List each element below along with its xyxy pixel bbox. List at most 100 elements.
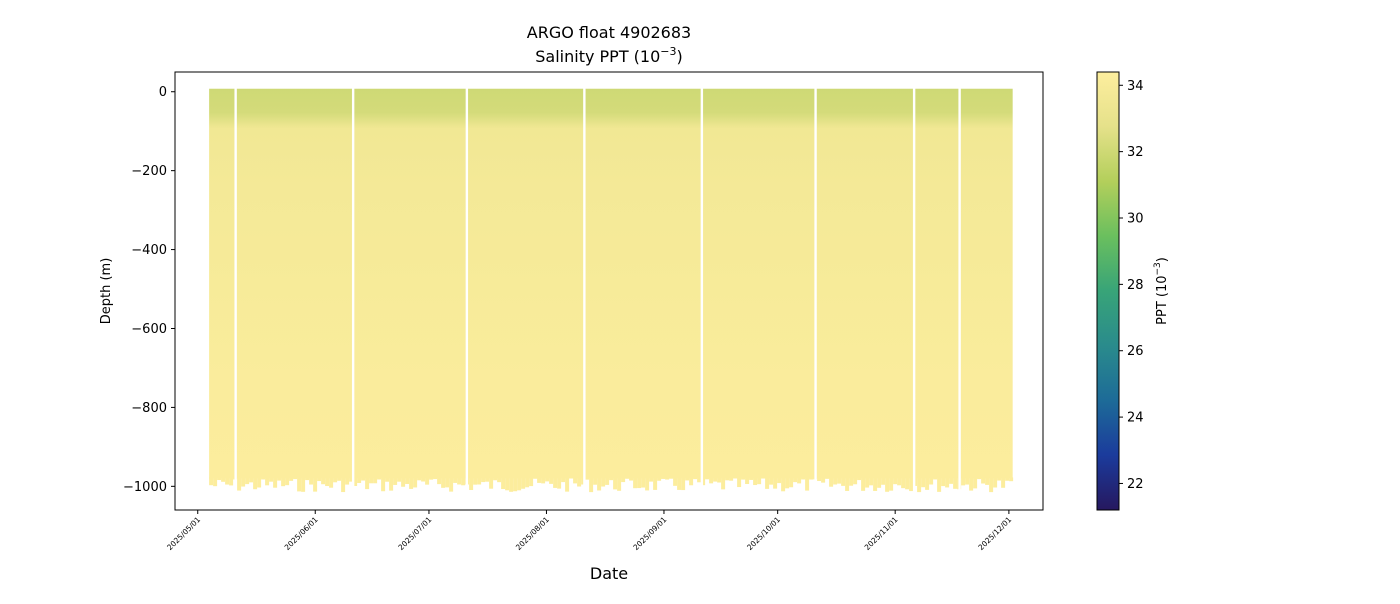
profile-bottom-sample bbox=[209, 477, 214, 486]
profile-bottom-sample bbox=[673, 477, 678, 486]
profile-bottom-sample bbox=[589, 477, 594, 493]
profile-bottom-sample bbox=[821, 477, 826, 483]
profile-bottom-sample bbox=[773, 477, 778, 489]
profile-bottom-sample bbox=[757, 477, 762, 485]
profile-bottom-sample bbox=[533, 477, 538, 479]
profile-bottom-sample bbox=[289, 477, 294, 481]
profile-bottom-sample bbox=[637, 477, 642, 489]
profile-bottom-sample bbox=[545, 477, 550, 482]
profile-bottom-sample bbox=[765, 477, 770, 489]
profile-bottom-sample bbox=[989, 477, 994, 493]
profile-bottom-sample bbox=[893, 477, 898, 485]
profile-bottom-sample bbox=[693, 477, 698, 480]
x-tick-label: 2025/08/01 bbox=[514, 515, 551, 552]
colorbar-tick-label: 24 bbox=[1127, 411, 1144, 426]
profile-bottom-sample bbox=[905, 477, 910, 490]
profile-bottom-sample bbox=[357, 477, 362, 483]
salinity-field bbox=[209, 88, 1013, 479]
profile-bottom-sample bbox=[945, 477, 950, 488]
profile-bottom-sample bbox=[677, 477, 682, 490]
profile-bottom-sample bbox=[481, 477, 486, 483]
profile-bottom-sample bbox=[649, 477, 654, 482]
y-tick-label: −800 bbox=[131, 401, 167, 416]
profile-bottom-sample bbox=[601, 477, 606, 487]
profile-bottom-sample bbox=[801, 477, 806, 480]
profile-bottom-sample bbox=[629, 477, 634, 481]
colorbar-label-exponent: −3 bbox=[1153, 262, 1163, 275]
profile-bottom-sample bbox=[825, 477, 830, 479]
profile-bottom-sample bbox=[261, 477, 266, 480]
profile-bottom-sample bbox=[557, 477, 562, 489]
profile-bottom-sample bbox=[657, 477, 662, 481]
x-tick-label: 2025/07/01 bbox=[396, 515, 433, 552]
profile-bottom-sample bbox=[717, 477, 722, 483]
profile-bottom-sample bbox=[473, 477, 478, 485]
data-gap bbox=[583, 87, 586, 497]
profile-bottom-sample bbox=[445, 477, 450, 488]
profile-bottom-sample bbox=[365, 477, 370, 490]
profile-bottom-sample bbox=[301, 477, 306, 492]
profile-bottom-sample bbox=[493, 477, 498, 481]
profile-bottom-sample bbox=[477, 477, 482, 485]
profile-bottom-sample bbox=[737, 477, 742, 488]
colorbar-tick-label: 30 bbox=[1127, 212, 1144, 227]
profile-bottom-sample bbox=[937, 477, 942, 492]
profile-bottom-sample bbox=[805, 477, 810, 491]
profile-bottom-sample bbox=[709, 477, 714, 484]
profile-bottom-sample bbox=[489, 477, 494, 489]
profile-bottom-sample bbox=[525, 477, 530, 488]
profile-bottom-sample bbox=[741, 477, 746, 480]
profile-bottom-sample bbox=[353, 477, 358, 486]
profile-bottom-sample bbox=[265, 477, 270, 486]
profile-bottom-sample bbox=[849, 477, 854, 486]
profile-bottom-sample bbox=[449, 477, 454, 492]
profile-bottom-sample bbox=[213, 477, 218, 487]
profile-bottom-sample bbox=[681, 477, 686, 491]
profile-bottom-sample bbox=[837, 477, 842, 484]
profile-bottom-sample bbox=[697, 477, 702, 483]
profile-bottom-sample bbox=[453, 477, 458, 483]
profile-bottom-sample bbox=[961, 477, 966, 486]
profile-bottom-sample bbox=[633, 477, 638, 489]
profile-bottom-sample bbox=[253, 477, 258, 490]
profile-bottom-sample bbox=[249, 477, 254, 483]
colorbar-ticks: 22 24 26 28 30 32 34 bbox=[1119, 79, 1144, 492]
colorbar-tick-label: 32 bbox=[1127, 145, 1144, 160]
profile-bottom-sample bbox=[373, 477, 378, 484]
profile-bottom-sample bbox=[377, 477, 382, 480]
profile-bottom-sample bbox=[541, 477, 546, 484]
data-gap bbox=[958, 87, 961, 497]
profile-bottom-sample bbox=[1009, 477, 1014, 482]
profile-bottom-sample bbox=[857, 477, 862, 481]
chart-subtitle-exponent: −3 bbox=[660, 45, 676, 58]
profile-bottom-sample bbox=[361, 477, 366, 481]
profile-bottom-sample bbox=[521, 477, 526, 489]
profile-bottom-sample bbox=[749, 477, 754, 480]
profile-bottom-sample bbox=[921, 477, 926, 488]
profile-bottom-sample bbox=[241, 477, 246, 487]
profile-bottom-sample bbox=[625, 477, 630, 479]
profile-bottom-sample bbox=[873, 477, 878, 491]
profile-bottom-sample bbox=[977, 477, 982, 480]
profile-bottom-sample bbox=[809, 477, 814, 480]
x-tick-label: 2025/12/01 bbox=[976, 515, 1013, 552]
profile-bottom-sample bbox=[393, 477, 398, 485]
profile-bottom-sample bbox=[745, 477, 750, 485]
profile-bottom-sample bbox=[877, 477, 882, 488]
profile-bottom-sample bbox=[321, 477, 326, 485]
profile-bottom-sample bbox=[345, 477, 350, 485]
profile-bottom-sample bbox=[613, 477, 618, 490]
profile-bottom-sample bbox=[797, 477, 802, 484]
profile-bottom-sample bbox=[293, 477, 298, 480]
chart-subtitle: Salinity PPT (10−3) bbox=[535, 45, 683, 66]
data-gap bbox=[700, 87, 704, 497]
profile-bottom-sample bbox=[573, 477, 578, 484]
profile-bottom-sample bbox=[369, 477, 374, 484]
profile-bottom-sample bbox=[325, 477, 330, 487]
profile-bottom-sample bbox=[729, 477, 734, 481]
profile-bottom-sample bbox=[229, 477, 234, 486]
profile-bottom-sample bbox=[441, 477, 446, 488]
colorbar bbox=[1096, 71, 1120, 511]
profile-bottom-sample bbox=[721, 477, 726, 490]
